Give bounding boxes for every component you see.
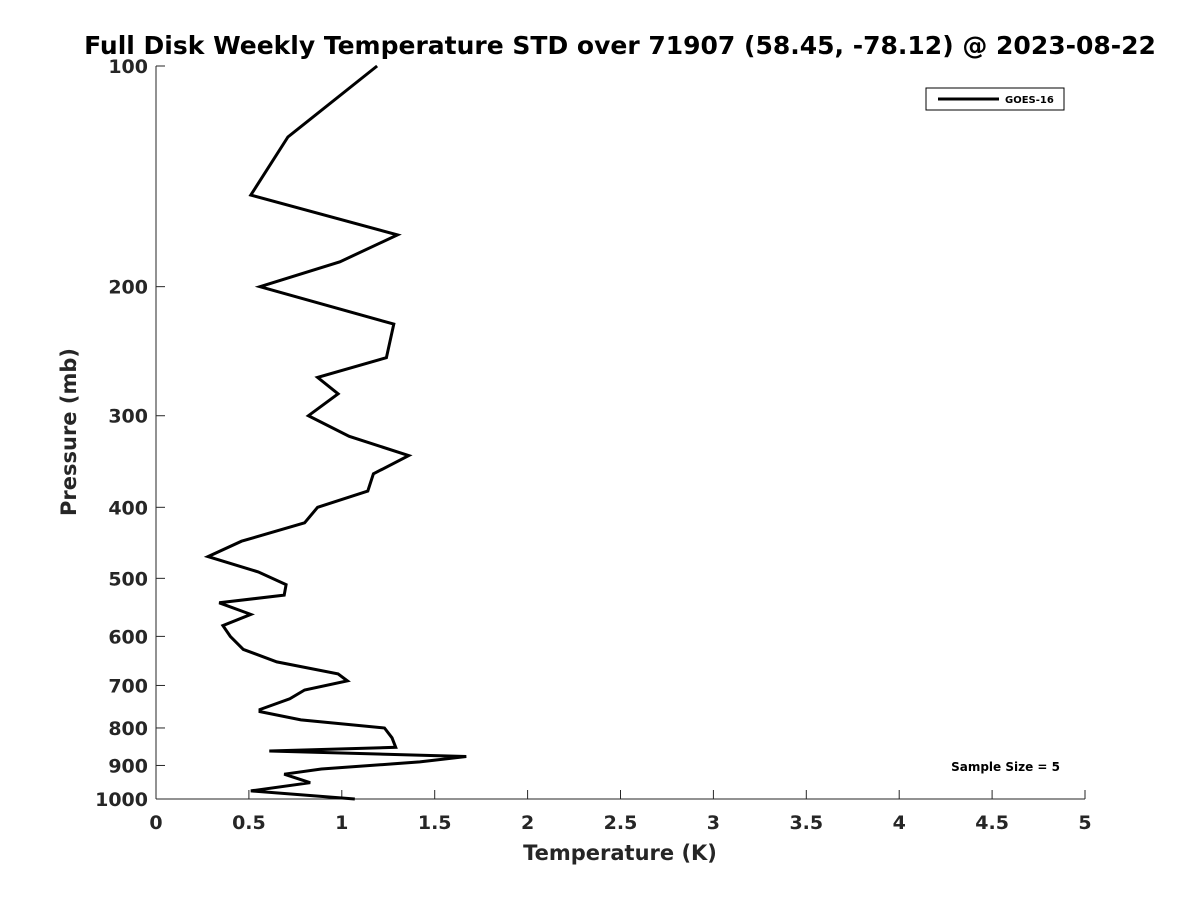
- y-tick-label: 100: [108, 56, 148, 78]
- x-tick-label: 3.5: [789, 812, 823, 834]
- x-tick-label: 0: [149, 812, 162, 834]
- x-tick-label: 4: [893, 812, 906, 834]
- series-layer: [203, 64, 467, 801]
- series-line-goes-16: [203, 64, 467, 801]
- chart-title: Full Disk Weekly Temperature STD over 71…: [84, 31, 1156, 60]
- y-tick-label: 400: [108, 497, 148, 519]
- x-tick-label: 0.5: [232, 812, 266, 834]
- sample-size-annotation: Sample Size = 5: [951, 760, 1060, 774]
- y-tick-label: 600: [108, 626, 148, 648]
- x-tick-label: 5: [1078, 812, 1091, 834]
- y-axis-ticks: 100 200 300 400 500 600 700 800 900 1000: [95, 56, 165, 811]
- legend-entry-goes-16: GOES-16: [1005, 95, 1054, 106]
- legend: GOES-16: [925, 87, 1065, 111]
- y-tick-label: 300: [108, 406, 148, 428]
- y-tick-label: 700: [108, 675, 148, 697]
- x-axis-ticks: 0 0.5 1 1.5 2 2.5 3 3.5 4 4.5 5: [149, 790, 1092, 834]
- x-tick-label: 1.5: [418, 812, 452, 834]
- x-tick-label: 1: [335, 812, 348, 834]
- y-tick-label: 500: [108, 568, 148, 590]
- y-tick-label: 200: [108, 277, 148, 299]
- x-axis-label: Temperature (K): [523, 841, 717, 865]
- x-tick-label: 4.5: [975, 812, 1009, 834]
- y-tick-label: 800: [108, 718, 148, 740]
- x-tick-label: 3: [707, 812, 720, 834]
- axes: [155, 66, 1085, 800]
- y-tick-label: 1000: [95, 789, 148, 811]
- x-tick-label: 2: [521, 812, 534, 834]
- y-tick-label: 900: [108, 755, 148, 777]
- y-axis-label: Pressure (mb): [57, 348, 81, 516]
- x-tick-label: 2.5: [604, 812, 638, 834]
